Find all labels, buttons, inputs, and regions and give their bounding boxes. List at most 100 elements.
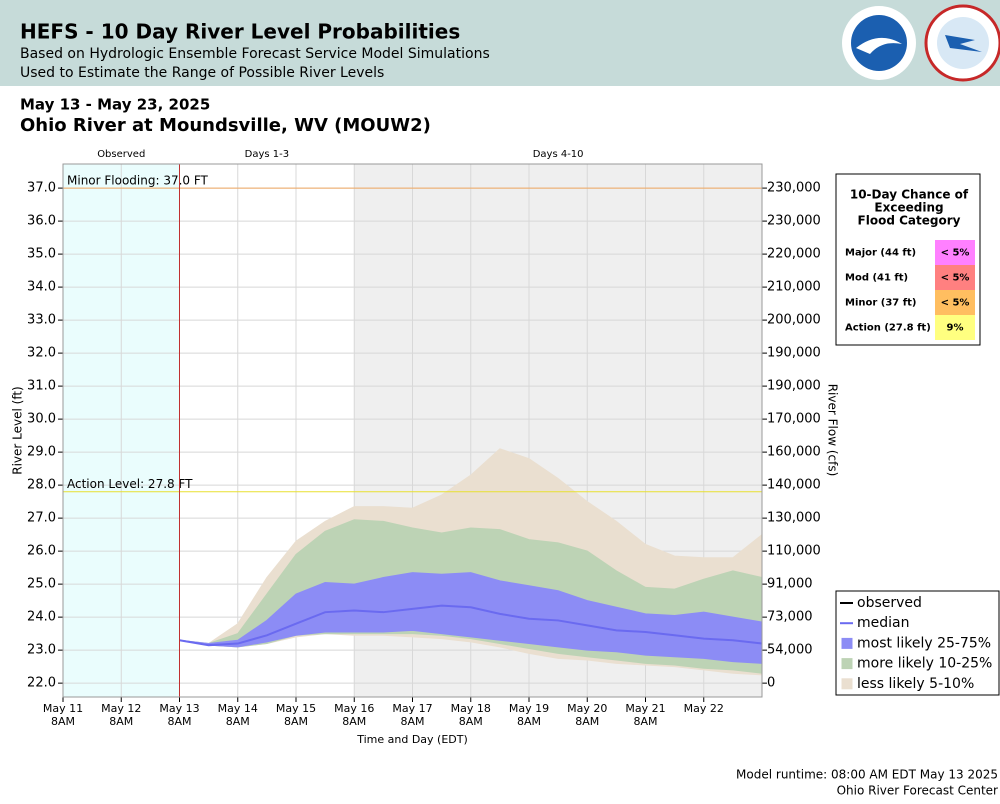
x-tick-sublabel: 8AM: [342, 715, 366, 728]
x-tick-label: May 13: [159, 702, 199, 715]
legend-label: observed: [857, 595, 922, 611]
threshold-label: Action Level: 27.8 FT: [67, 477, 193, 491]
x-tick-label: May 15: [276, 702, 316, 715]
prob-cell: [935, 290, 975, 315]
y-tick-label: 29.0: [27, 445, 56, 460]
y2-tick-label: 73,000: [767, 610, 813, 625]
prob-cell: [935, 265, 975, 290]
legend-swatch: [841, 678, 853, 690]
y2-tick-label: 91,000: [767, 577, 813, 592]
footer: Model runtime: 08:00 AM EDT May 13 2025: [736, 768, 998, 782]
x-tick-sublabel: 8AM: [226, 715, 250, 728]
region-label: Days 4-10: [533, 149, 584, 160]
header-subtitle: Based on Hydrologic Ensemble Forecast Se…: [20, 46, 490, 62]
region-label: Days 1-3: [245, 149, 289, 160]
prob-label: Action (27.8 ft): [845, 323, 931, 334]
legend-label: more likely 10-25%: [857, 656, 992, 672]
y2-tick-label: 0: [767, 676, 775, 691]
footer: Ohio River Forecast Center: [837, 784, 998, 798]
x-tick-label: May 17: [392, 702, 432, 715]
y-tick-label: 27.0: [27, 511, 56, 526]
x-tick-sublabel: 8AM: [633, 715, 657, 728]
prob-value: < 5%: [941, 273, 970, 284]
region-label: Observed: [97, 149, 145, 160]
prob-cell: [935, 240, 975, 265]
date-range: May 13 - May 23, 2025: [20, 96, 210, 114]
header-subtitle: Used to Estimate the Range of Possible R…: [20, 65, 384, 81]
station: Ohio River at Moundsville, WV (MOUW2): [20, 115, 431, 136]
y-tick-label: 24.0: [27, 610, 56, 625]
y2-axis-label: River Flow (cfs): [826, 384, 840, 477]
x-tick-label: May 19: [509, 702, 549, 715]
y-tick-label: 35.0: [27, 247, 56, 262]
y2-tick-label: 110,000: [767, 544, 821, 559]
y2-tick-label: 160,000: [767, 445, 821, 460]
x-tick-label: May 12: [101, 702, 141, 715]
y2-tick-label: 230,000: [767, 214, 821, 229]
y-tick-label: 31.0: [27, 379, 56, 394]
x-axis-label: Time and Day (EDT): [356, 733, 468, 746]
y-tick-label: 32.0: [27, 346, 56, 361]
x-tick-sublabel: 8AM: [517, 715, 541, 728]
prob-label: Minor (37 ft): [845, 298, 916, 309]
prob-value: < 5%: [941, 298, 970, 309]
prob-title: 10-Day Chance of: [850, 188, 969, 202]
x-tick-sublabel: 8AM: [400, 715, 424, 728]
x-tick-label: May 16: [334, 702, 374, 715]
y-tick-label: 23.0: [27, 643, 56, 658]
legend: [835, 590, 1000, 696]
legend-swatch: [841, 637, 853, 649]
prob-cell: [935, 315, 975, 340]
y2-tick-label: 210,000: [767, 280, 821, 295]
y-tick-label: 26.0: [27, 544, 56, 559]
prob-label: Mod (41 ft): [845, 273, 908, 284]
x-tick-sublabel: 8AM: [284, 715, 308, 728]
y-tick-label: 30.0: [27, 412, 56, 427]
x-tick-label: May 14: [218, 702, 258, 715]
x-tick-sublabel: 8AM: [575, 715, 599, 728]
legend-label: median: [857, 615, 909, 631]
x-tick-label: May 20: [567, 702, 607, 715]
legend-label: most likely 25-75%: [857, 635, 991, 651]
prob-title: Flood Category: [858, 214, 961, 228]
x-tick-label: May 11: [43, 702, 83, 715]
y-tick-label: 22.0: [27, 676, 56, 691]
y-tick-label: 25.0: [27, 577, 56, 592]
y2-tick-label: 54,000: [767, 643, 813, 658]
y-tick-label: 36.0: [27, 214, 56, 229]
plot-frame: [62, 163, 763, 698]
y-axis-label: River Level (ft): [11, 386, 25, 474]
x-tick-sublabel: 8AM: [109, 715, 133, 728]
prob-title: Exceeding: [874, 201, 943, 215]
y2-tick-label: 190,000: [767, 346, 821, 361]
y2-tick-label: 220,000: [767, 247, 821, 262]
y2-tick-label: 190,000: [767, 379, 821, 394]
header-title: HEFS - 10 Day River Level Probabilities: [20, 20, 460, 44]
y2-tick-label: 140,000: [767, 478, 821, 493]
x-tick-sublabel: 8AM: [459, 715, 483, 728]
median-line: [179, 604, 763, 647]
prob-value: < 5%: [941, 248, 970, 259]
prob-label: Major (44 ft): [845, 248, 916, 259]
y2-tick-label: 130,000: [767, 511, 821, 526]
legend-swatch: [841, 658, 853, 670]
x-tick-sublabel: 8AM: [51, 715, 75, 728]
y2-tick-label: 170,000: [767, 412, 821, 427]
x-tick-label: May 22: [684, 702, 724, 715]
nws-bolt: [945, 35, 982, 52]
y2-tick-label: 200,000: [767, 313, 821, 328]
y-tick-label: 33.0: [27, 313, 56, 328]
legend-label: less likely 5-10%: [857, 676, 974, 692]
noaa-bird: [856, 37, 902, 54]
y-tick-label: 28.0: [27, 478, 56, 493]
header-band: [0, 0, 1000, 86]
x-tick-label: May 21: [625, 702, 665, 715]
y-tick-label: 37.0: [27, 181, 56, 196]
threshold-label: Minor Flooding: 37.0 FT: [67, 174, 209, 188]
x-tick-sublabel: 8AM: [167, 715, 191, 728]
y-tick-label: 34.0: [27, 280, 56, 295]
x-tick-label: May 18: [451, 702, 491, 715]
prob-value: 9%: [947, 323, 964, 334]
y2-tick-label: 230,000: [767, 181, 821, 196]
